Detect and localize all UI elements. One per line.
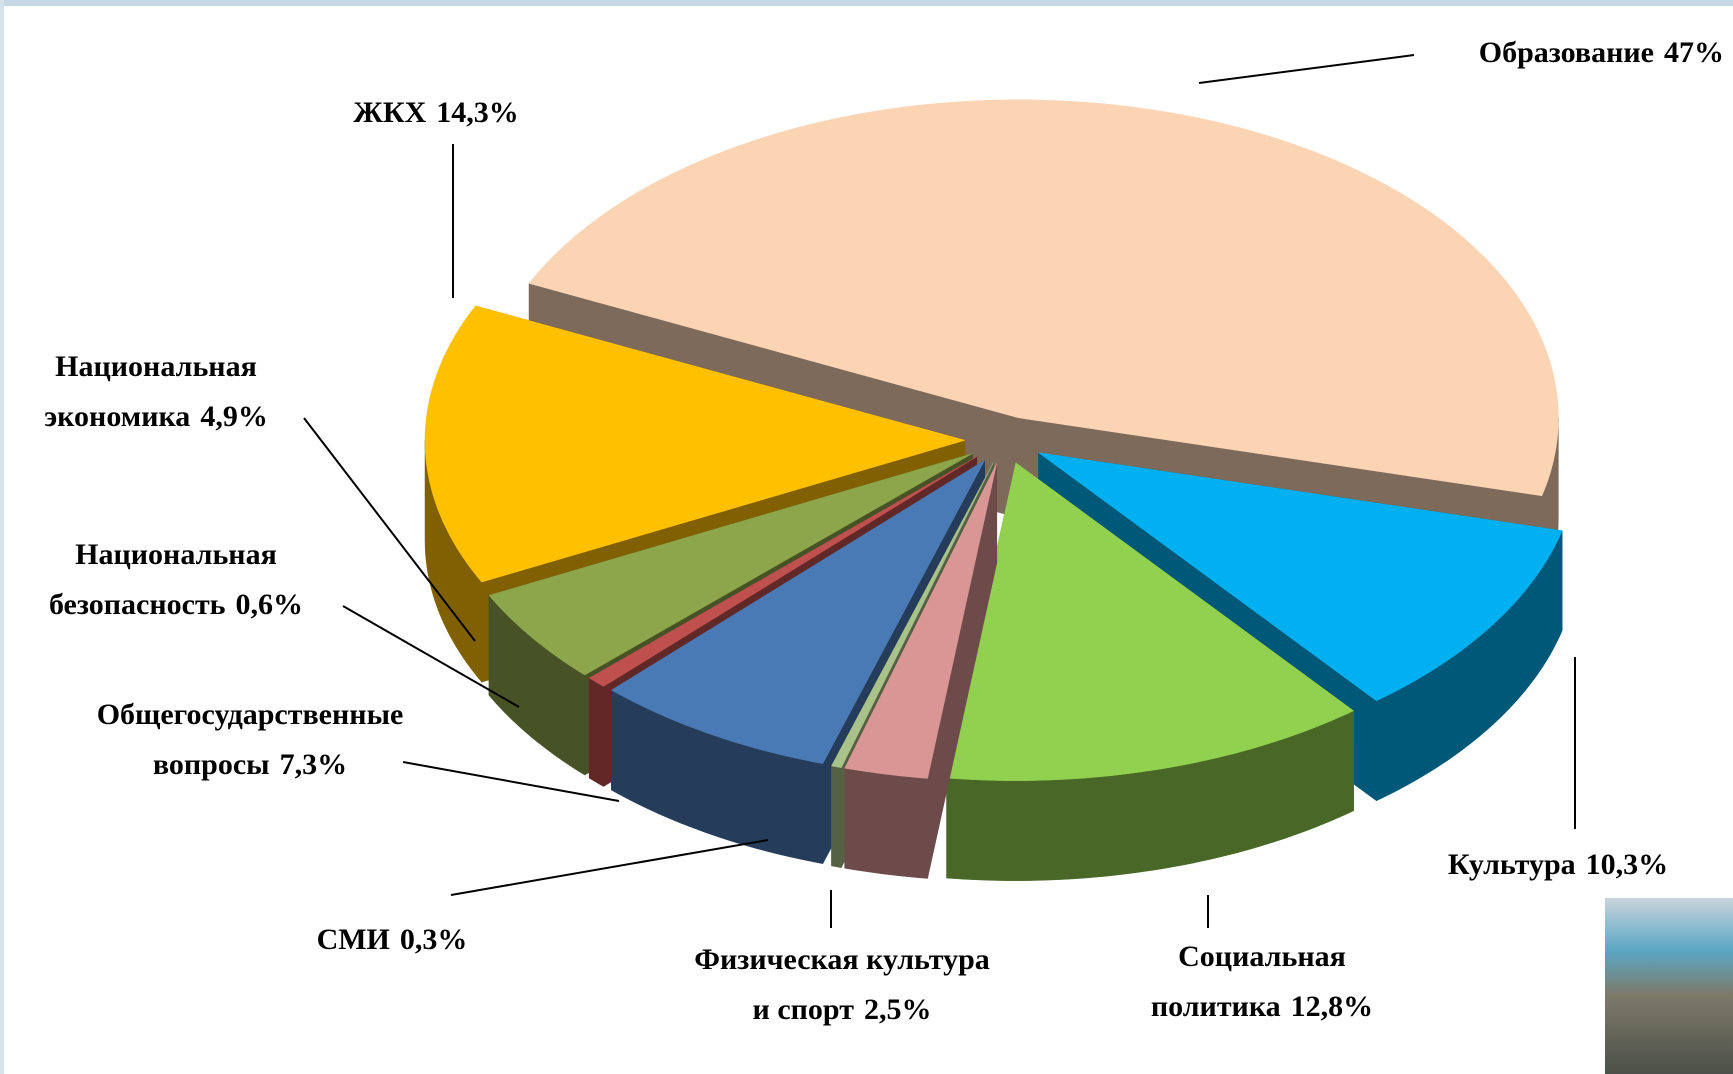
leader-lines: [303, 54, 1576, 928]
value-label: 4,9%: [200, 400, 268, 433]
category-label: Образование: [1478, 36, 1654, 69]
data-label: Культура 10,3%: [1398, 840, 1718, 890]
slice: [1038, 452, 1563, 702]
value-label: 2,5%: [863, 993, 932, 1026]
slice: [844, 462, 998, 779]
category-label: Культура: [1447, 848, 1576, 881]
data-label: Физическая культура и спорт 2,5%: [692, 935, 992, 1035]
data-label: Общегосударственные вопросы 7,3%: [70, 690, 430, 790]
value-label: 14,3%: [436, 96, 519, 129]
data-label: Образование 47%: [1384, 28, 1724, 78]
category-label: ЖКХ: [353, 96, 427, 129]
photo-thumbnail: [1605, 898, 1733, 1074]
value-label: 0,6%: [235, 588, 304, 621]
leader-line: [342, 605, 520, 708]
category-label: Физическая культура и спорт: [694, 943, 990, 1026]
data-label: СМИ 0,3%: [262, 915, 522, 965]
data-label: Социальная политика 12,8%: [1112, 932, 1412, 1032]
value-label: 10,3%: [1585, 848, 1669, 881]
slice: [424, 305, 966, 583]
value-label: 47%: [1664, 36, 1724, 69]
slice-wall: [844, 767, 928, 879]
category-label: Социальная политика: [1150, 940, 1346, 1023]
category-label: СМИ: [316, 923, 390, 956]
leader-line: [402, 761, 620, 802]
slice: [946, 462, 1355, 781]
data-label: ЖКХ 14,3%: [296, 88, 576, 138]
slice-wall: [831, 765, 842, 869]
slice: [528, 99, 1559, 497]
slice: [588, 456, 977, 687]
leader-line: [450, 839, 769, 896]
data-label: Национальная безопасность 0,6%: [11, 530, 341, 630]
slice: [488, 453, 973, 676]
slice: [831, 462, 994, 768]
leader-line: [1198, 54, 1415, 84]
top-border: [0, 0, 1733, 6]
category-label: Национальная безопасность: [48, 538, 277, 621]
left-border: [0, 0, 4, 1074]
slice-wall: [588, 677, 604, 787]
value-label: 0,3%: [399, 923, 468, 956]
category-label: Общегосударственные вопросы: [96, 698, 404, 781]
value-label: 7,3%: [279, 748, 348, 781]
value-label: 12,8%: [1290, 990, 1374, 1023]
leader-line: [303, 417, 476, 642]
pie: [424, 99, 1563, 881]
data-label: Национальная экономика 4,9%: [11, 342, 301, 442]
slice: [610, 459, 986, 764]
category-label: Национальная экономика: [44, 350, 257, 433]
